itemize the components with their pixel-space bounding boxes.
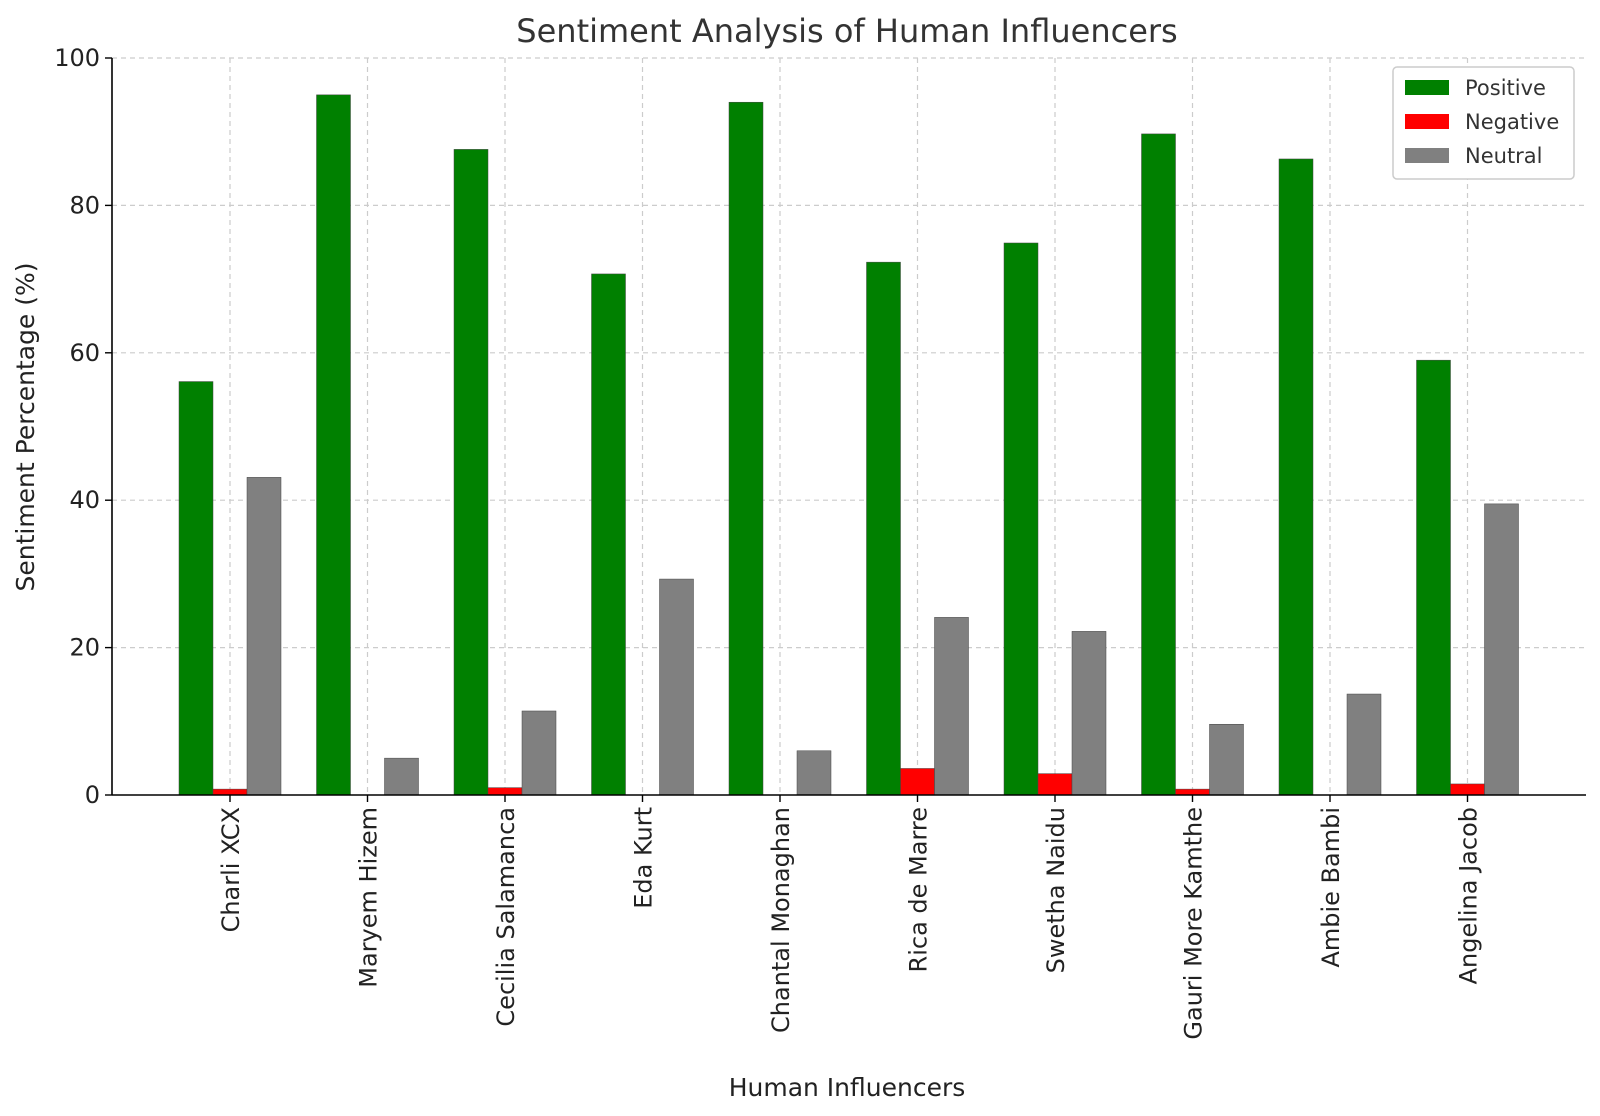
legend-swatch-neutral [1405, 148, 1449, 163]
bar-negative-angelina-jacob [1450, 783, 1485, 796]
x-tick-label: Angelina Jacob [1455, 807, 1483, 984]
x-tick-label: Chantal Monaghan [767, 807, 795, 1033]
x-tick-label: Rica de Marre [905, 807, 933, 972]
bar-negative-charli-xcx [212, 788, 248, 796]
bar-neutral-swetha-naidu [1071, 631, 1107, 796]
legend-swatch-negative [1405, 114, 1449, 129]
x-axis-title: Human Influencers [729, 1073, 966, 1102]
y-tick-label: 80 [69, 191, 100, 219]
y-axis-title: Sentiment Percentage (%) [11, 262, 40, 591]
x-tick-label: Ambie Bambi [1317, 807, 1345, 968]
bar-positive-charli-xcx [178, 381, 214, 796]
y-tick-label: 100 [54, 44, 100, 72]
bar-neutral-chantal-monaghan [796, 750, 832, 796]
legend-label-neutral: Neutral [1465, 144, 1543, 168]
bar-neutral-ambie-bambi [1346, 693, 1382, 796]
y-tick-label: 20 [69, 634, 100, 662]
chart-title: Sentiment Analysis of Human Influencers [516, 12, 1177, 50]
y-tick-labels: 0 20 40 60 80 100 [54, 44, 100, 809]
bar-positive-eda-kurt [591, 273, 626, 796]
bar-negative-swetha-naidu [1037, 773, 1073, 796]
y-tick-label: 0 [85, 781, 100, 809]
x-tick-label: Swetha Naidu [1042, 807, 1070, 973]
bar-neutral-eda-kurt [659, 578, 694, 796]
bar-positive-cecilia-salamanca [453, 149, 489, 796]
legend-swatch-positive [1405, 80, 1449, 95]
x-tick-label: Eda Kurt [630, 807, 658, 909]
bar-positive-angelina-jacob [1416, 359, 1451, 796]
bar-positive-chantal-monaghan [728, 101, 764, 796]
bar-positive-gauri-more-kamthe [1141, 133, 1176, 796]
x-tick-label: Charli XCX [217, 807, 245, 932]
bar-neutral-gauri-more-kamthe [1209, 723, 1244, 796]
axes-layer [105, 57, 1586, 802]
y-tick-label: 40 [69, 486, 100, 514]
bar-neutral-cecilia-salamanca [521, 710, 557, 796]
bar-neutral-angelina-jacob [1484, 503, 1519, 796]
bar-neutral-maryem-hizem [384, 757, 419, 796]
bar-neutral-rica-de-marre [934, 617, 969, 796]
bar-positive-swetha-naidu [1003, 242, 1039, 796]
bar-neutral-charli-xcx [246, 477, 282, 796]
bar-positive-maryem-hizem [316, 94, 351, 796]
legend-label-negative: Negative [1465, 110, 1559, 134]
x-tick-label: Cecilia Salamanca [492, 807, 520, 1027]
bar-negative-cecilia-salamanca [487, 787, 523, 796]
grid-layer [112, 57, 1586, 795]
bars-layer [178, 94, 1519, 796]
bar-negative-rica-de-marre [900, 768, 935, 796]
x-tick-labels: Charli XCX Maryem Hizem Cecilia Salamanca E… [217, 807, 1483, 1040]
y-tick-label: 60 [69, 339, 100, 367]
x-tick-label: Maryem Hizem [355, 807, 383, 988]
legend: Positive Negative Neutral [1392, 66, 1575, 180]
legend-label-positive: Positive [1465, 76, 1546, 100]
bar-negative-gauri-more-kamthe [1175, 788, 1210, 796]
bar-positive-ambie-bambi [1278, 158, 1314, 796]
bar-positive-rica-de-marre [866, 261, 901, 796]
x-tick-label: Gauri More Kamthe [1180, 807, 1208, 1040]
